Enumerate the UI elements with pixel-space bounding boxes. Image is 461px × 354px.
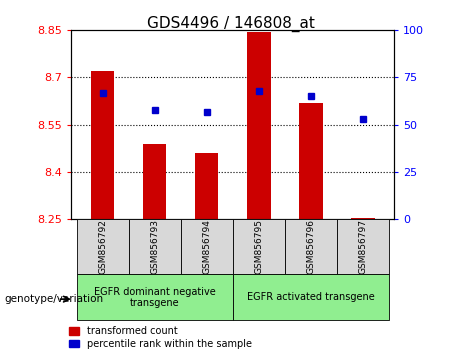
Bar [77,274,233,320]
Text: GSM856794: GSM856794 [202,219,211,274]
Bar [181,219,233,274]
Text: GDS4496 / 146808_at: GDS4496 / 146808_at [147,16,314,32]
Text: genotype/variation: genotype/variation [5,294,104,304]
Text: GSM856796: GSM856796 [307,219,315,274]
Bar [233,274,389,320]
Bar [143,144,166,219]
Bar [129,219,181,274]
Legend: transformed count, percentile rank within the sample: transformed count, percentile rank withi… [70,326,252,349]
Bar [195,153,219,219]
Bar [285,219,337,274]
Text: EGFR activated transgene: EGFR activated transgene [247,292,375,302]
Text: GSM856797: GSM856797 [358,219,367,274]
Bar [233,219,285,274]
Bar [77,219,129,274]
Text: GSM856795: GSM856795 [254,219,263,274]
Bar [91,71,114,219]
Text: EGFR dominant negative
transgene: EGFR dominant negative transgene [94,286,216,308]
Text: GSM856793: GSM856793 [150,219,159,274]
Bar [247,32,271,219]
Bar [351,218,375,219]
Text: GSM856792: GSM856792 [98,219,107,274]
Bar [337,219,389,274]
Bar [299,103,323,219]
